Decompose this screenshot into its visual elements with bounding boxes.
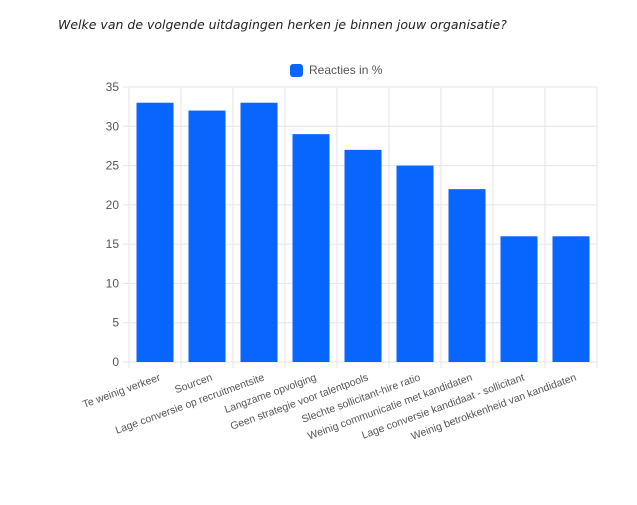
y-tick-label: 20 — [106, 198, 120, 212]
y-tick-label: 0 — [112, 355, 119, 369]
bar-layer — [136, 102, 590, 362]
legend-label: Reacties in % — [309, 63, 383, 77]
bar[interactable] — [448, 189, 486, 362]
y-tick-label: 35 — [106, 80, 120, 94]
y-tick-label: 10 — [106, 276, 120, 290]
bar[interactable] — [188, 110, 226, 362]
bar[interactable] — [292, 134, 330, 362]
bar[interactable] — [344, 149, 382, 362]
y-tick-label: 25 — [106, 159, 120, 173]
legend-swatch — [290, 63, 303, 77]
chart-legend[interactable]: Reacties in % — [290, 62, 382, 78]
y-axis-ticks: 0 5 10 15 20 25 30 35 — [106, 80, 120, 369]
x-tick-label: Te weinig verkeer — [81, 371, 162, 410]
y-tick-label: 30 — [106, 119, 120, 133]
bar[interactable] — [396, 165, 434, 362]
question-title: Welke van de volgende uitdagingen herken… — [58, 17, 507, 32]
bar[interactable] — [500, 236, 538, 362]
bar[interactable] — [552, 236, 590, 362]
bar[interactable] — [240, 102, 278, 362]
y-tick-label: 15 — [106, 237, 120, 251]
y-tick-label: 5 — [112, 316, 119, 330]
bar[interactable] — [136, 102, 174, 362]
